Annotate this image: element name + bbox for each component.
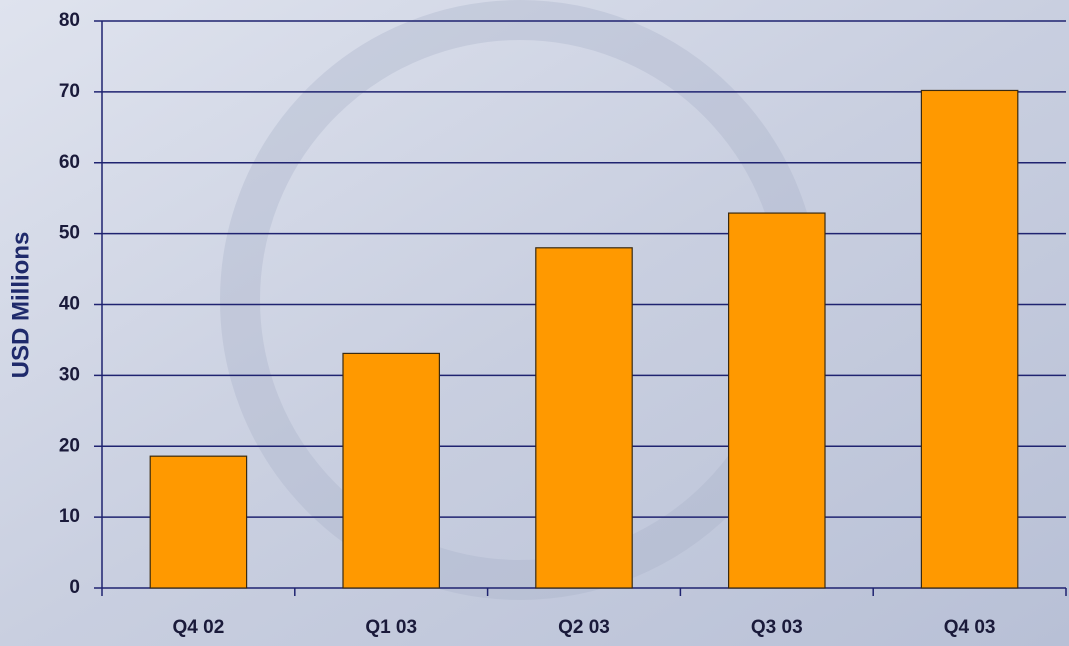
- bar: [150, 456, 246, 588]
- y-tick-label: 50: [59, 223, 80, 244]
- y-tick-label: 40: [59, 294, 80, 315]
- chart: USD Millions 0 10 20 30 40 50 60 70 80 Q4 02 Q1 03…: [0, 0, 1069, 646]
- bar: [343, 353, 439, 588]
- x-tick-label: Q1 03: [365, 617, 417, 638]
- x-tick-label: Q4 02: [173, 617, 225, 638]
- bar: [921, 90, 1017, 588]
- x-tick-label: Q2 03: [558, 617, 610, 638]
- y-axis-label: USD Millions: [7, 232, 34, 379]
- y-tick-label: 20: [59, 435, 80, 456]
- x-tick-label: Q3 03: [751, 617, 803, 638]
- y-tick-label: 70: [59, 81, 80, 102]
- y-tick-label: 80: [59, 10, 80, 31]
- y-tick-label: 60: [59, 152, 80, 173]
- bar: [729, 213, 825, 588]
- x-tick-label: Q4 03: [944, 617, 996, 638]
- y-tick-label: 30: [59, 364, 80, 385]
- y-tick-label: 10: [59, 506, 80, 527]
- y-tick-label: 0: [69, 577, 80, 598]
- bar: [536, 248, 632, 588]
